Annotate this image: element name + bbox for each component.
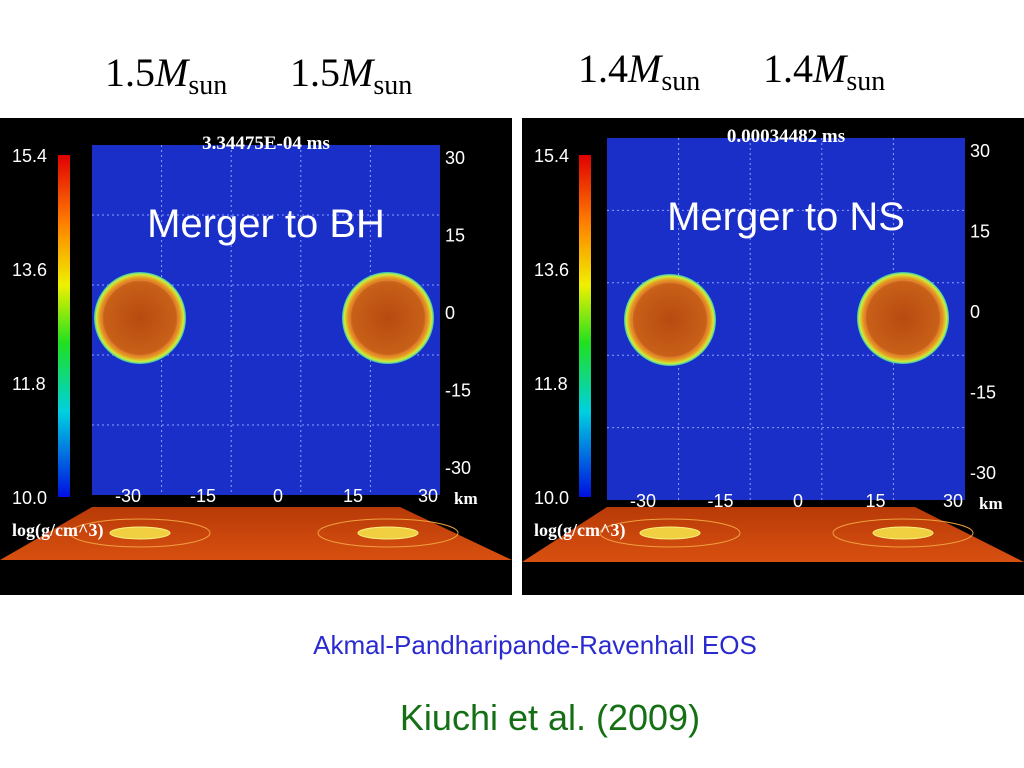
surface-contour [69, 518, 211, 548]
x-unit: km [454, 489, 478, 508]
colorbar [58, 155, 70, 497]
neutron-star [624, 274, 716, 366]
eos-caption: Akmal-Pandharipande-Ravenhall EOS [313, 630, 757, 660]
star-contour [631, 281, 709, 359]
colorbar-tick-label: 15.4 [12, 146, 47, 166]
neutron-star [94, 272, 186, 364]
y-tick-label: 15 [445, 226, 465, 246]
colorbar [579, 155, 591, 497]
mass-label: 1.5Msun [290, 50, 412, 101]
y-tick-label: -15 [445, 381, 471, 401]
colorbar-tick-label: 15.4 [534, 146, 569, 166]
surface-peak [109, 526, 171, 540]
time-label: 3.34475E-04 ms [202, 133, 330, 154]
y-tick-label: 0 [970, 302, 980, 322]
colorbar-tick-label: 11.8 [534, 374, 568, 394]
x-tick-label: 0 [793, 491, 803, 511]
surface-peak [639, 526, 701, 540]
reference: Kiuchi et al. (2009) [400, 697, 700, 738]
colorbar-unit: log(g/cm^3) [534, 520, 625, 541]
x-tick-label: -30 [630, 491, 656, 511]
density-surface [522, 507, 1024, 562]
mass-value: 1.4 [578, 46, 628, 91]
panels: Merger to BH 3.34475E-04 ms 15.4 13.6 11.8 10… [0, 118, 1024, 595]
mass-value: 1.5 [105, 50, 155, 95]
mass-value: 1.5 [290, 50, 340, 95]
neutron-star [342, 272, 434, 364]
surface-contour [317, 518, 459, 548]
merger-label: Merger to NS [667, 195, 905, 239]
colorbar-tick-label: 13.6 [534, 260, 569, 280]
x-tick-label: 30 [943, 491, 963, 511]
y-tick-label: 15 [970, 222, 990, 242]
y-tick-label: 30 [445, 148, 465, 168]
star-contour [101, 279, 179, 357]
surface-contour [599, 518, 741, 548]
y-tick-label: 30 [970, 141, 990, 161]
colorbar-tick-label: 11.8 [12, 374, 46, 394]
colorbar-tick-label: 10.0 [534, 488, 569, 508]
x-unit: km [979, 494, 1003, 513]
surface-peak [357, 526, 419, 540]
mass-label: 1.4Msun [763, 46, 885, 97]
simulation-panel: Merger to BH 3.34475E-04 ms 15.4 13.6 11.8 10… [0, 118, 512, 595]
mass-symbol: M [627, 46, 664, 91]
neutron-star [857, 272, 949, 364]
y-tick-label: -30 [970, 463, 996, 483]
surface-peak [872, 526, 934, 540]
colorbar-unit: log(g/cm^3) [12, 520, 103, 541]
x-tick-label: 15 [865, 491, 885, 511]
star-contour [349, 279, 427, 357]
mass-subscript: sun [661, 66, 700, 97]
mass-subscript: sun [188, 70, 227, 101]
x-tick-label: -15 [707, 491, 733, 511]
x-tick-label: 30 [418, 486, 438, 506]
x-tick-label: 0 [273, 486, 283, 506]
mass-subscript: sun [846, 66, 885, 97]
mass-subscript: sun [373, 70, 412, 101]
surface-contour [832, 518, 974, 548]
star-contour [864, 279, 942, 357]
colorbar-tick-label: 10.0 [12, 488, 47, 508]
x-tick-label: -15 [190, 486, 216, 506]
y-tick-label: -15 [970, 383, 996, 403]
x-tick-label: 15 [343, 486, 363, 506]
colorbar-tick-label: 13.6 [12, 260, 47, 280]
y-tick-label: 0 [445, 303, 455, 323]
mass-value: 1.4 [763, 46, 813, 91]
mass-symbol: M [339, 50, 376, 95]
mass-label: 1.4Msun [578, 46, 700, 97]
mass-symbol: M [154, 50, 191, 95]
merger-label: Merger to BH [147, 202, 385, 246]
mass-symbol: M [812, 46, 849, 91]
simulation-panel: Merger to NS 0.00034482 ms 15.4 13.6 11.8 10.… [522, 118, 1024, 595]
y-tick-label: -30 [445, 458, 471, 478]
x-tick-label: -30 [115, 486, 141, 506]
time-label: 0.00034482 ms [727, 126, 845, 147]
mass-label: 1.5Msun [105, 50, 227, 101]
